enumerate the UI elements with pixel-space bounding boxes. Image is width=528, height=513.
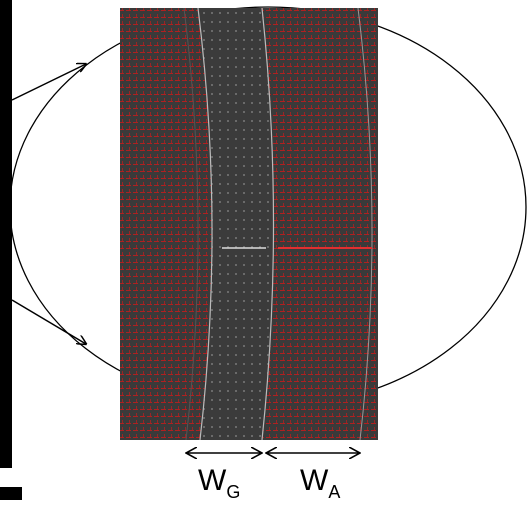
label-sub: G <box>226 482 240 502</box>
label: WA <box>300 464 340 502</box>
arrow <box>12 64 86 100</box>
label: WG <box>198 464 240 502</box>
diagram: WG WA <box>0 0 528 513</box>
label-main: W <box>198 464 227 497</box>
label-main: W <box>300 464 329 497</box>
arrow <box>12 300 86 344</box>
left-strip <box>0 0 12 468</box>
page: WG WA (() => { const data = JSON.parse(d… <box>0 0 528 513</box>
label-sub: A <box>328 482 340 502</box>
bottom-block <box>0 487 22 500</box>
simulation-image <box>120 8 378 440</box>
